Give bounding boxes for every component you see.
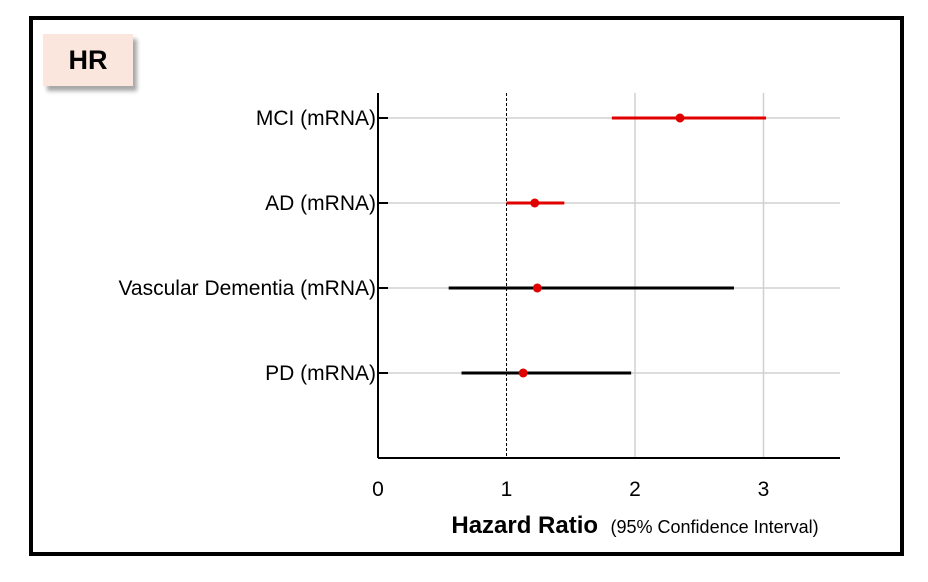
- hr-point: [532, 283, 542, 293]
- x-axis-label: Hazard Ratio (95% Confidence Interval): [451, 512, 818, 539]
- data-marks: [448, 113, 767, 378]
- category-label: MCI (mRNA): [256, 107, 376, 130]
- x-tick-label-0: 0: [372, 478, 384, 501]
- x-tick-label-2: 2: [629, 478, 641, 501]
- hr-point: [530, 198, 540, 208]
- x-tick-label-1: 1: [501, 478, 513, 501]
- x-tick-labels: 0 1 2 3: [372, 478, 769, 501]
- category-label: AD (mRNA): [265, 192, 376, 215]
- category-labels: MCI (mRNA) AD (mRNA) Vascular Dementia (mR…: [118, 107, 376, 385]
- x-tick-label-3: 3: [758, 478, 770, 501]
- x-axis-label-rest: (95% Confidence Interval): [611, 517, 819, 537]
- x-axis-label-bold: Hazard Ratio: [451, 512, 598, 539]
- category-label: Vascular Dementia (mRNA): [118, 277, 376, 300]
- hr-point: [518, 368, 528, 378]
- hr-badge: HR: [43, 34, 133, 86]
- category-label: PD (mRNA): [265, 362, 376, 385]
- grid-lines: [378, 93, 840, 458]
- axes: [377, 93, 840, 459]
- hr-point: [675, 113, 685, 123]
- chart-frame: HR: [29, 16, 904, 556]
